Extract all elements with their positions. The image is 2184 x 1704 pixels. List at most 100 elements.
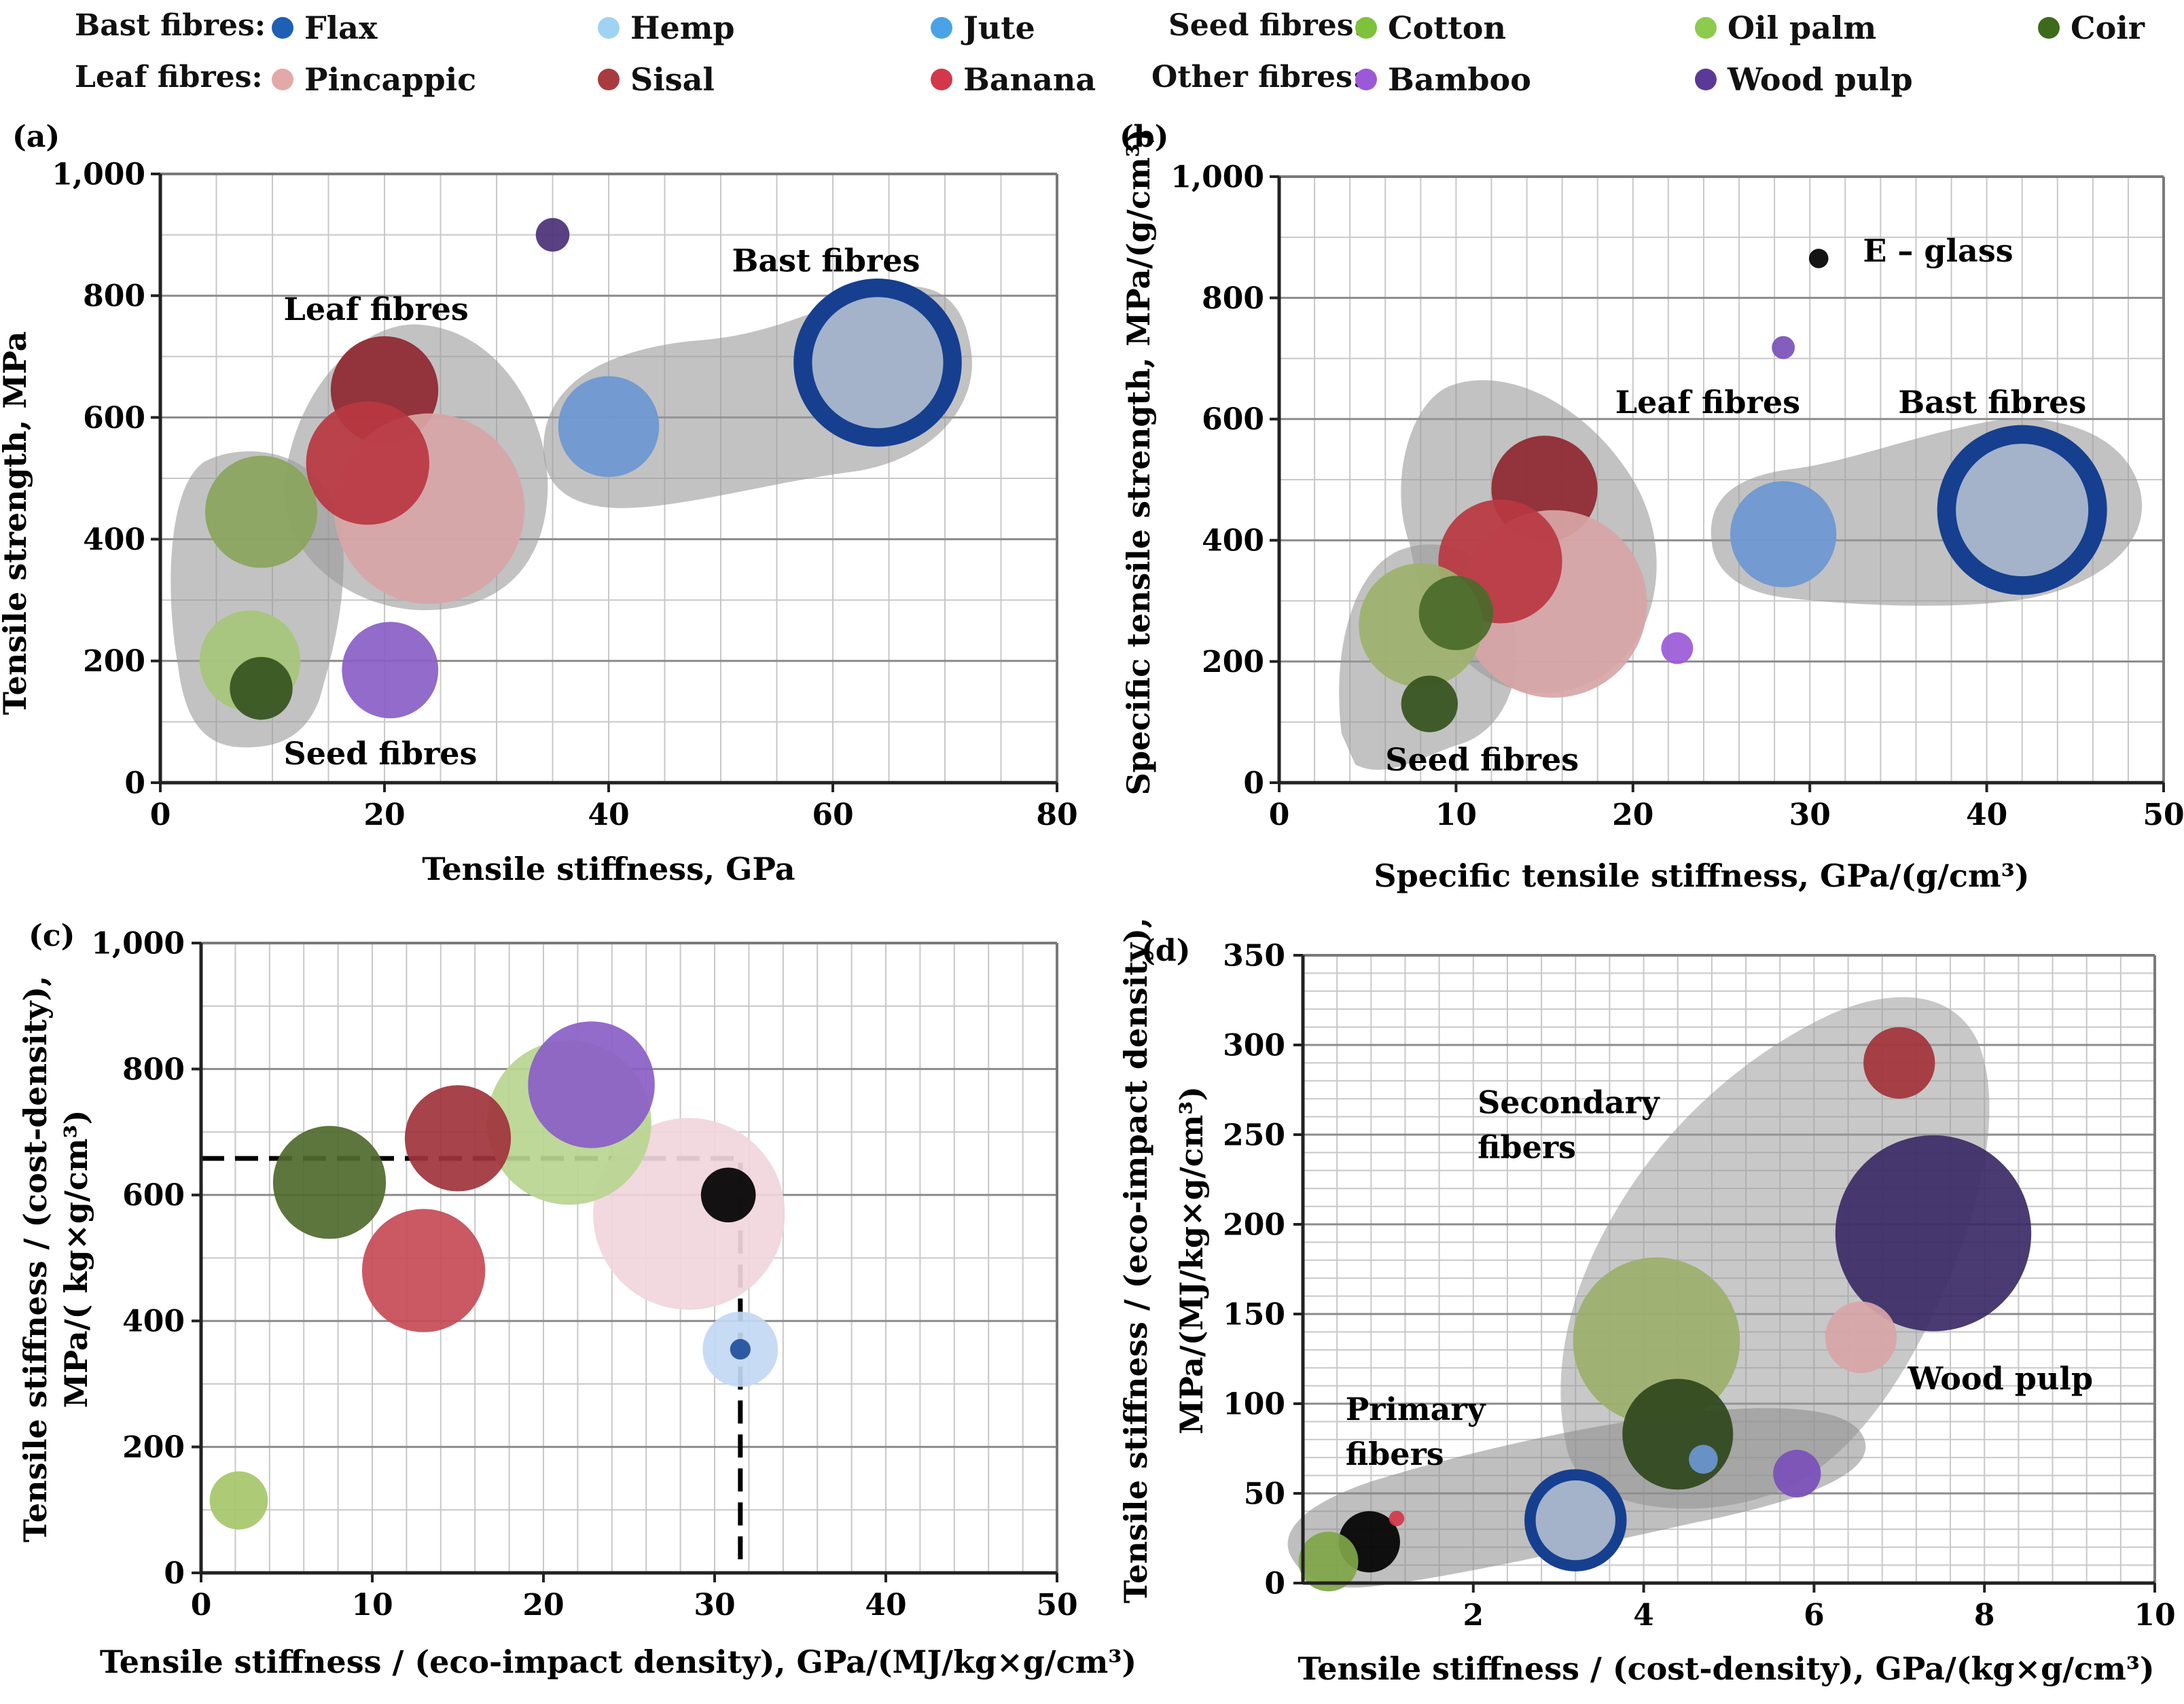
data-point-pincappic [1825, 1301, 1897, 1373]
legend-label: Banana [963, 61, 1096, 98]
data-point-inner [1956, 444, 2089, 577]
chart-panel-c: 0 200 400 600 800 1,000 0 10 20 30 40 50 (c) Tensile … [17, 919, 1136, 1680]
y-tick-label: 800 [1202, 281, 1264, 316]
legend-group-label: Seed fibres: [1168, 8, 1365, 43]
x-tick-label: 20 [1612, 798, 1653, 832]
legend-group-label: Other fibres: [1151, 60, 1364, 94]
region-label: E – glass [1863, 232, 2013, 269]
legend-item-pineapple: Pincappic [272, 61, 476, 98]
data-point-coir [1401, 675, 1458, 732]
x-tick-label: 60 [812, 798, 853, 832]
data-point-bamboo [342, 622, 439, 719]
x-tick-label: 4 [1633, 1598, 1654, 1633]
y-tick-label: 100 [1223, 1387, 1285, 1421]
data-point-bamboo [1773, 1449, 1821, 1498]
y-tick-label: 250 [1223, 1118, 1285, 1152]
x-tick-label: 10 [2134, 1598, 2175, 1633]
panel-label: (c) [29, 919, 75, 953]
data-point-banana [1389, 1510, 1405, 1527]
y-tick-label: 0 [164, 1556, 185, 1591]
reference-line [201, 1156, 743, 1559]
x-tick-label: 40 [865, 1588, 906, 1622]
x-axis-label: Tensile stiffness, GPa [422, 851, 795, 887]
legend-label: Pincappic [304, 61, 477, 98]
region-label: Leaf fibres [284, 291, 469, 327]
region-label: fibers [1478, 1129, 1576, 1165]
x-axis-label: Tensile stiffness / (eco-impact density)… [100, 1644, 1136, 1680]
y-tick-label: 200 [1202, 645, 1264, 679]
region-label: Seed fibres [1385, 741, 1579, 778]
x-tick-label: 40 [588, 798, 629, 832]
y-axis-label: Specific tensile strength, MPa/(g/cm³) [1120, 129, 1157, 796]
x-tick-label: 6 [1804, 1598, 1825, 1633]
panel-label: (d) [1141, 934, 1190, 968]
y-axis-label-units: MPa/(MJ/kg×g/cm³) [1173, 1086, 1210, 1434]
x-tick-label: 30 [694, 1588, 735, 1622]
y-tick-label: 400 [122, 1304, 185, 1339]
data-point-inner [1535, 1480, 1615, 1561]
x-tick-label: 40 [1966, 798, 2007, 832]
y-tick-label: 50 [1244, 1476, 1285, 1511]
data-point-cotton [1298, 1531, 1359, 1592]
x-tick-label: 30 [1789, 798, 1831, 832]
region-label: Bast fibres [1898, 384, 2086, 421]
data-point-cotton [209, 1471, 268, 1530]
y-tick-label: 150 [1223, 1297, 1285, 1332]
data-point-flax [730, 1338, 751, 1360]
data-point-e-glass [700, 1167, 756, 1223]
panel-label: (a) [12, 120, 60, 154]
region-label: fibers [1346, 1436, 1444, 1472]
y-tick-label: 350 [1223, 938, 1285, 973]
y-axis-label-units: MPa/( kg×g/cm³) [58, 1110, 94, 1408]
data-point-jute [1689, 1444, 1718, 1474]
x-tick-label: 8 [1974, 1598, 1995, 1633]
y-tick-label: 1,000 [91, 926, 185, 961]
region-label: Wood pulp [1907, 1360, 2093, 1397]
x-tick-label: 80 [1036, 798, 1077, 832]
x-axis-label: Specific tensile stiffness, GPa/(g/cm³) [1374, 857, 2029, 894]
x-tick-label: 20 [363, 798, 405, 832]
legend-label: Hemp [630, 10, 735, 46]
data-point-sisal [1863, 1027, 1935, 1099]
legend-item-banana: Banana [931, 61, 1096, 98]
legend-item-cotton: Cotton [1355, 10, 1506, 46]
legend-item-flax: Flax [272, 10, 377, 46]
region-label: Primary [1346, 1391, 1486, 1427]
data-point-pincappic [593, 1118, 785, 1310]
legend-group-label: Bast fibres: [75, 8, 266, 43]
data-point-bamboo [528, 1021, 655, 1148]
x-tick-label: 50 [2143, 798, 2184, 832]
x-tick-label: 0 [150, 798, 171, 832]
y-tick-label: 0 [1243, 766, 1264, 800]
data-point-jute [558, 376, 660, 478]
legend-marker [2038, 17, 2060, 39]
legend-item-woodpulp: Wood pulp [1695, 61, 1913, 98]
y-tick-label: 0 [124, 766, 145, 800]
legend-item-sisal: Sisal [598, 61, 715, 98]
legend-label: Cotton [1388, 10, 1506, 46]
legend-label: Wood pulp [1727, 61, 1913, 98]
data-point-wood-pulp [1772, 336, 1795, 359]
legend-item-coir: Coir [2038, 10, 2145, 46]
y-tick-label: 800 [122, 1052, 185, 1087]
data-point-coir [230, 656, 293, 720]
data-point-cotton [1418, 575, 1494, 650]
data-point-e-glass [1808, 249, 1829, 268]
region-label: Leaf fibres [1615, 384, 1800, 421]
x-axis-label: Tensile stiffness / (cost-density), GPa/… [1297, 1650, 2154, 1687]
region-label: Secondary [1478, 1084, 1660, 1120]
legend-item-oilpalm: Oil palm [1695, 10, 1876, 46]
y-tick-label: 0 [1264, 1566, 1285, 1601]
data-point-coir [272, 1126, 387, 1239]
legend-label: Sisal [630, 61, 715, 98]
y-tick-label: 600 [83, 401, 145, 436]
legend-marker [931, 69, 952, 90]
data-point-jute [1730, 481, 1837, 588]
panel-label: (b) [1120, 120, 1168, 154]
legend: Bast fibres: Flax Hemp Jute Seed fibres: Cott… [0, 0, 2184, 109]
data-point-inner [812, 297, 944, 429]
legend-item-jute: Jute [931, 10, 1035, 46]
legend-marker [1355, 17, 1377, 39]
y-tick-label: 400 [83, 522, 145, 557]
